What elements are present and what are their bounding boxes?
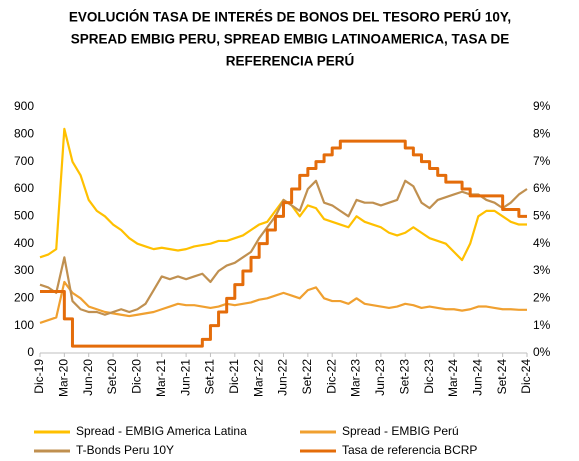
x-tick-label: Dic-19 <box>32 359 46 394</box>
x-tick-label: Set-24 <box>495 359 509 395</box>
y2-tick-label: 7% <box>533 154 551 168</box>
x-tick-label: Dic-22 <box>324 359 338 394</box>
chart-title: REFERENCIA PERÚ <box>226 54 355 69</box>
chart-title: EVOLUCIÓN TASA DE INTERÉS DE BONOS DEL T… <box>69 10 511 25</box>
x-tick-label: Jun-24 <box>470 359 484 396</box>
y-tick-label: 500 <box>14 209 34 223</box>
legend-label: Spread - EMBIG America Latina <box>76 424 247 438</box>
y-tick-label: 300 <box>14 263 34 277</box>
x-tick-label: Set-22 <box>300 359 314 395</box>
series-line <box>39 179 528 316</box>
y2-tick-label: 5% <box>533 209 551 223</box>
legend-label: T-Bonds Peru 10Y <box>76 443 174 457</box>
x-tick-label: Jun-21 <box>178 359 192 396</box>
y-tick-label: 700 <box>14 154 34 168</box>
x-tick-label: Mar-23 <box>349 359 363 397</box>
y2-tick-label: 4% <box>533 236 551 250</box>
y-tick-label: 200 <box>14 291 34 305</box>
x-tick-label: Set-23 <box>397 359 411 395</box>
legend-label: Tasa de referencia BCRP <box>342 443 477 457</box>
chart-title: SPREAD EMBIG PERU, SPREAD EMBIG LATINOAM… <box>71 32 510 47</box>
x-tick-label: Mar-24 <box>446 359 460 397</box>
y2-tick-label: 0% <box>533 345 551 359</box>
x-tick-label: Dic-23 <box>422 359 436 394</box>
y2-tick-label: 3% <box>533 263 551 277</box>
x-tick-label: Dic-21 <box>227 359 241 394</box>
y-tick-label: 800 <box>14 127 34 141</box>
y-tick-label: 100 <box>14 318 34 332</box>
x-tick-label: Set-20 <box>105 359 119 395</box>
x-tick-label: Dic-24 <box>519 359 533 394</box>
y2-tick-label: 1% <box>533 318 551 332</box>
y-tick-label: 0 <box>27 345 34 359</box>
x-tick-label: Mar-22 <box>251 359 265 397</box>
x-tick-label: Dic-20 <box>130 359 144 394</box>
series-line <box>39 280 527 324</box>
y2-tick-label: 9% <box>533 99 551 113</box>
y2-tick-label: 6% <box>533 181 551 195</box>
y2-tick-label: 8% <box>533 127 551 141</box>
x-tick-label: Jun-20 <box>81 359 95 396</box>
x-tick-label: Mar-21 <box>154 359 168 397</box>
x-tick-label: Jun-23 <box>373 359 387 396</box>
legend-label: Spread - EMBIG Perú <box>342 424 459 438</box>
y2-tick-label: 2% <box>533 291 551 305</box>
series-line <box>40 139 527 348</box>
y-tick-label: 600 <box>14 181 34 195</box>
y-tick-label: 900 <box>14 99 34 113</box>
x-tick-label: Jun-22 <box>276 359 290 396</box>
x-tick-label: Set-21 <box>203 359 217 395</box>
x-tick-label: Mar-20 <box>57 359 71 397</box>
y-tick-label: 400 <box>14 236 34 250</box>
